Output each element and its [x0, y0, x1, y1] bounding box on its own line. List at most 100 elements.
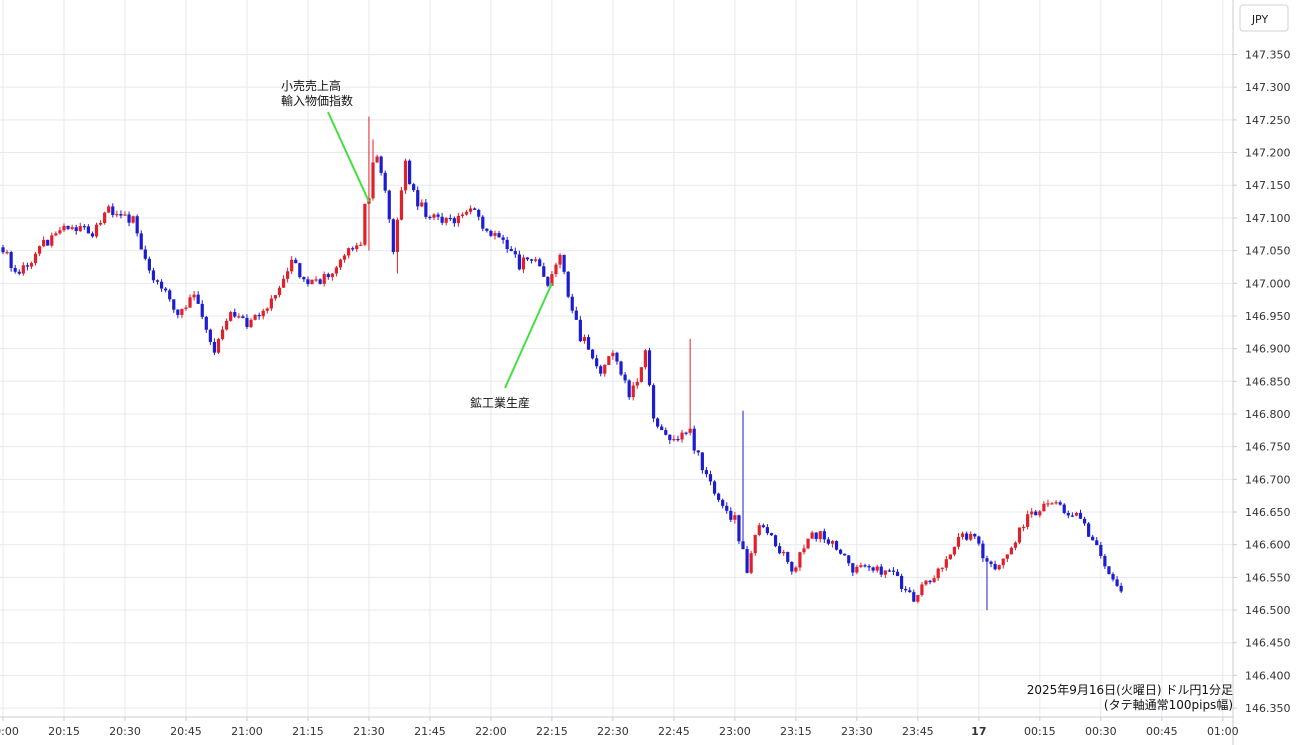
candle-down [717, 493, 721, 500]
y-tick-label: 146.750 [1245, 441, 1291, 454]
x-tick-label: 23:15 [780, 725, 812, 738]
candle-down [294, 259, 298, 264]
candle-down [590, 349, 595, 359]
y-tick-label: 146.900 [1245, 343, 1291, 356]
currency-label-frame [1239, 4, 1289, 32]
candle-down [704, 470, 709, 475]
candle-up [103, 212, 107, 223]
candle-up [21, 265, 25, 274]
candle-up [757, 525, 761, 535]
candle-up [253, 314, 257, 320]
currency-label-box: JPY [1239, 4, 1289, 32]
candle-up [798, 552, 802, 568]
candle-down [765, 527, 770, 534]
candle-up [956, 536, 961, 547]
candle-down [989, 561, 993, 564]
y-tick-label: 146.700 [1245, 473, 1291, 486]
candle-up [830, 541, 835, 544]
candle-up [1013, 542, 1018, 548]
candle-down [379, 156, 383, 173]
x-tick-label: 17 [971, 725, 986, 738]
candle-up [456, 215, 460, 224]
candle-down [513, 251, 517, 255]
candle-down [566, 271, 570, 297]
candle-up [969, 533, 973, 540]
candle-up [464, 211, 469, 215]
caption-line-1: 2025年9月16日(火曜日) ドル円1分足 [1027, 683, 1233, 697]
candle-up [936, 568, 940, 579]
candle-up [818, 531, 822, 539]
candle-down [1082, 518, 1087, 524]
x-tick-label: 20:45 [170, 725, 202, 738]
candle-up [940, 567, 944, 569]
candle-down [904, 588, 908, 591]
x-tick-label: 22:15 [536, 725, 568, 738]
candle-up [33, 253, 38, 264]
x-tick-label: 23:45 [902, 725, 934, 738]
y-tick-label: 146.400 [1245, 669, 1291, 682]
candle-down [908, 590, 912, 593]
y-tick-label: 146.950 [1245, 310, 1291, 323]
candle-up [1009, 547, 1013, 555]
candle-up [944, 559, 948, 568]
candle-down [509, 249, 513, 252]
currency-label: JPY [1251, 13, 1269, 26]
candle-up [1001, 558, 1005, 566]
candle-up [672, 439, 676, 441]
y-tick-label: 146.650 [1245, 506, 1291, 519]
candle-down [838, 549, 843, 554]
candle-down [111, 206, 115, 215]
candle-down [737, 515, 741, 542]
candle-down [1119, 585, 1123, 592]
y-tick-label: 147.250 [1245, 114, 1291, 127]
y-tick-label: 146.450 [1245, 637, 1291, 650]
candle-up [554, 264, 558, 275]
candle-down [790, 561, 794, 572]
candle-down [306, 279, 310, 285]
candle-down [168, 290, 172, 300]
candle-up [688, 428, 692, 433]
candle-up [50, 235, 54, 246]
y-tick-label: 147.350 [1245, 49, 1291, 62]
candle-up [607, 356, 611, 365]
candle-up [1021, 526, 1026, 529]
candle-up [334, 267, 339, 274]
candle-up [115, 214, 119, 216]
candle-up [749, 553, 753, 573]
candle-down [778, 546, 782, 554]
candle-up [269, 298, 273, 309]
candle-down [424, 202, 428, 217]
candle-down [74, 227, 78, 231]
candle-down [440, 216, 444, 223]
candle-up [123, 214, 127, 216]
candle-down [159, 281, 164, 289]
candle-down [814, 532, 818, 539]
candles [1, 116, 1123, 611]
candle-up [952, 546, 957, 555]
candle-down [895, 571, 900, 576]
candle-up [603, 364, 607, 374]
candle-down [700, 452, 704, 471]
candle-down [1, 247, 5, 253]
candle-down [834, 541, 839, 550]
candle-down [542, 266, 546, 277]
candle-down [599, 366, 603, 374]
candle-up [363, 203, 367, 245]
candle-down [477, 209, 481, 217]
candle-down [119, 214, 123, 216]
candle-up [875, 566, 879, 571]
candle-down [383, 172, 387, 191]
candle-up [1074, 512, 1079, 516]
candle-down [745, 548, 749, 573]
candle-down [879, 566, 883, 575]
x-tick-label: 23:30 [841, 725, 873, 738]
candle-up [237, 316, 241, 318]
candle-down [623, 374, 627, 381]
candle-down [725, 505, 729, 511]
annotation-label: 輸入物価指数 [281, 93, 353, 108]
candle-down [696, 450, 700, 453]
candle-down [965, 533, 969, 540]
candle-down [708, 474, 713, 482]
candle-up [639, 367, 643, 382]
